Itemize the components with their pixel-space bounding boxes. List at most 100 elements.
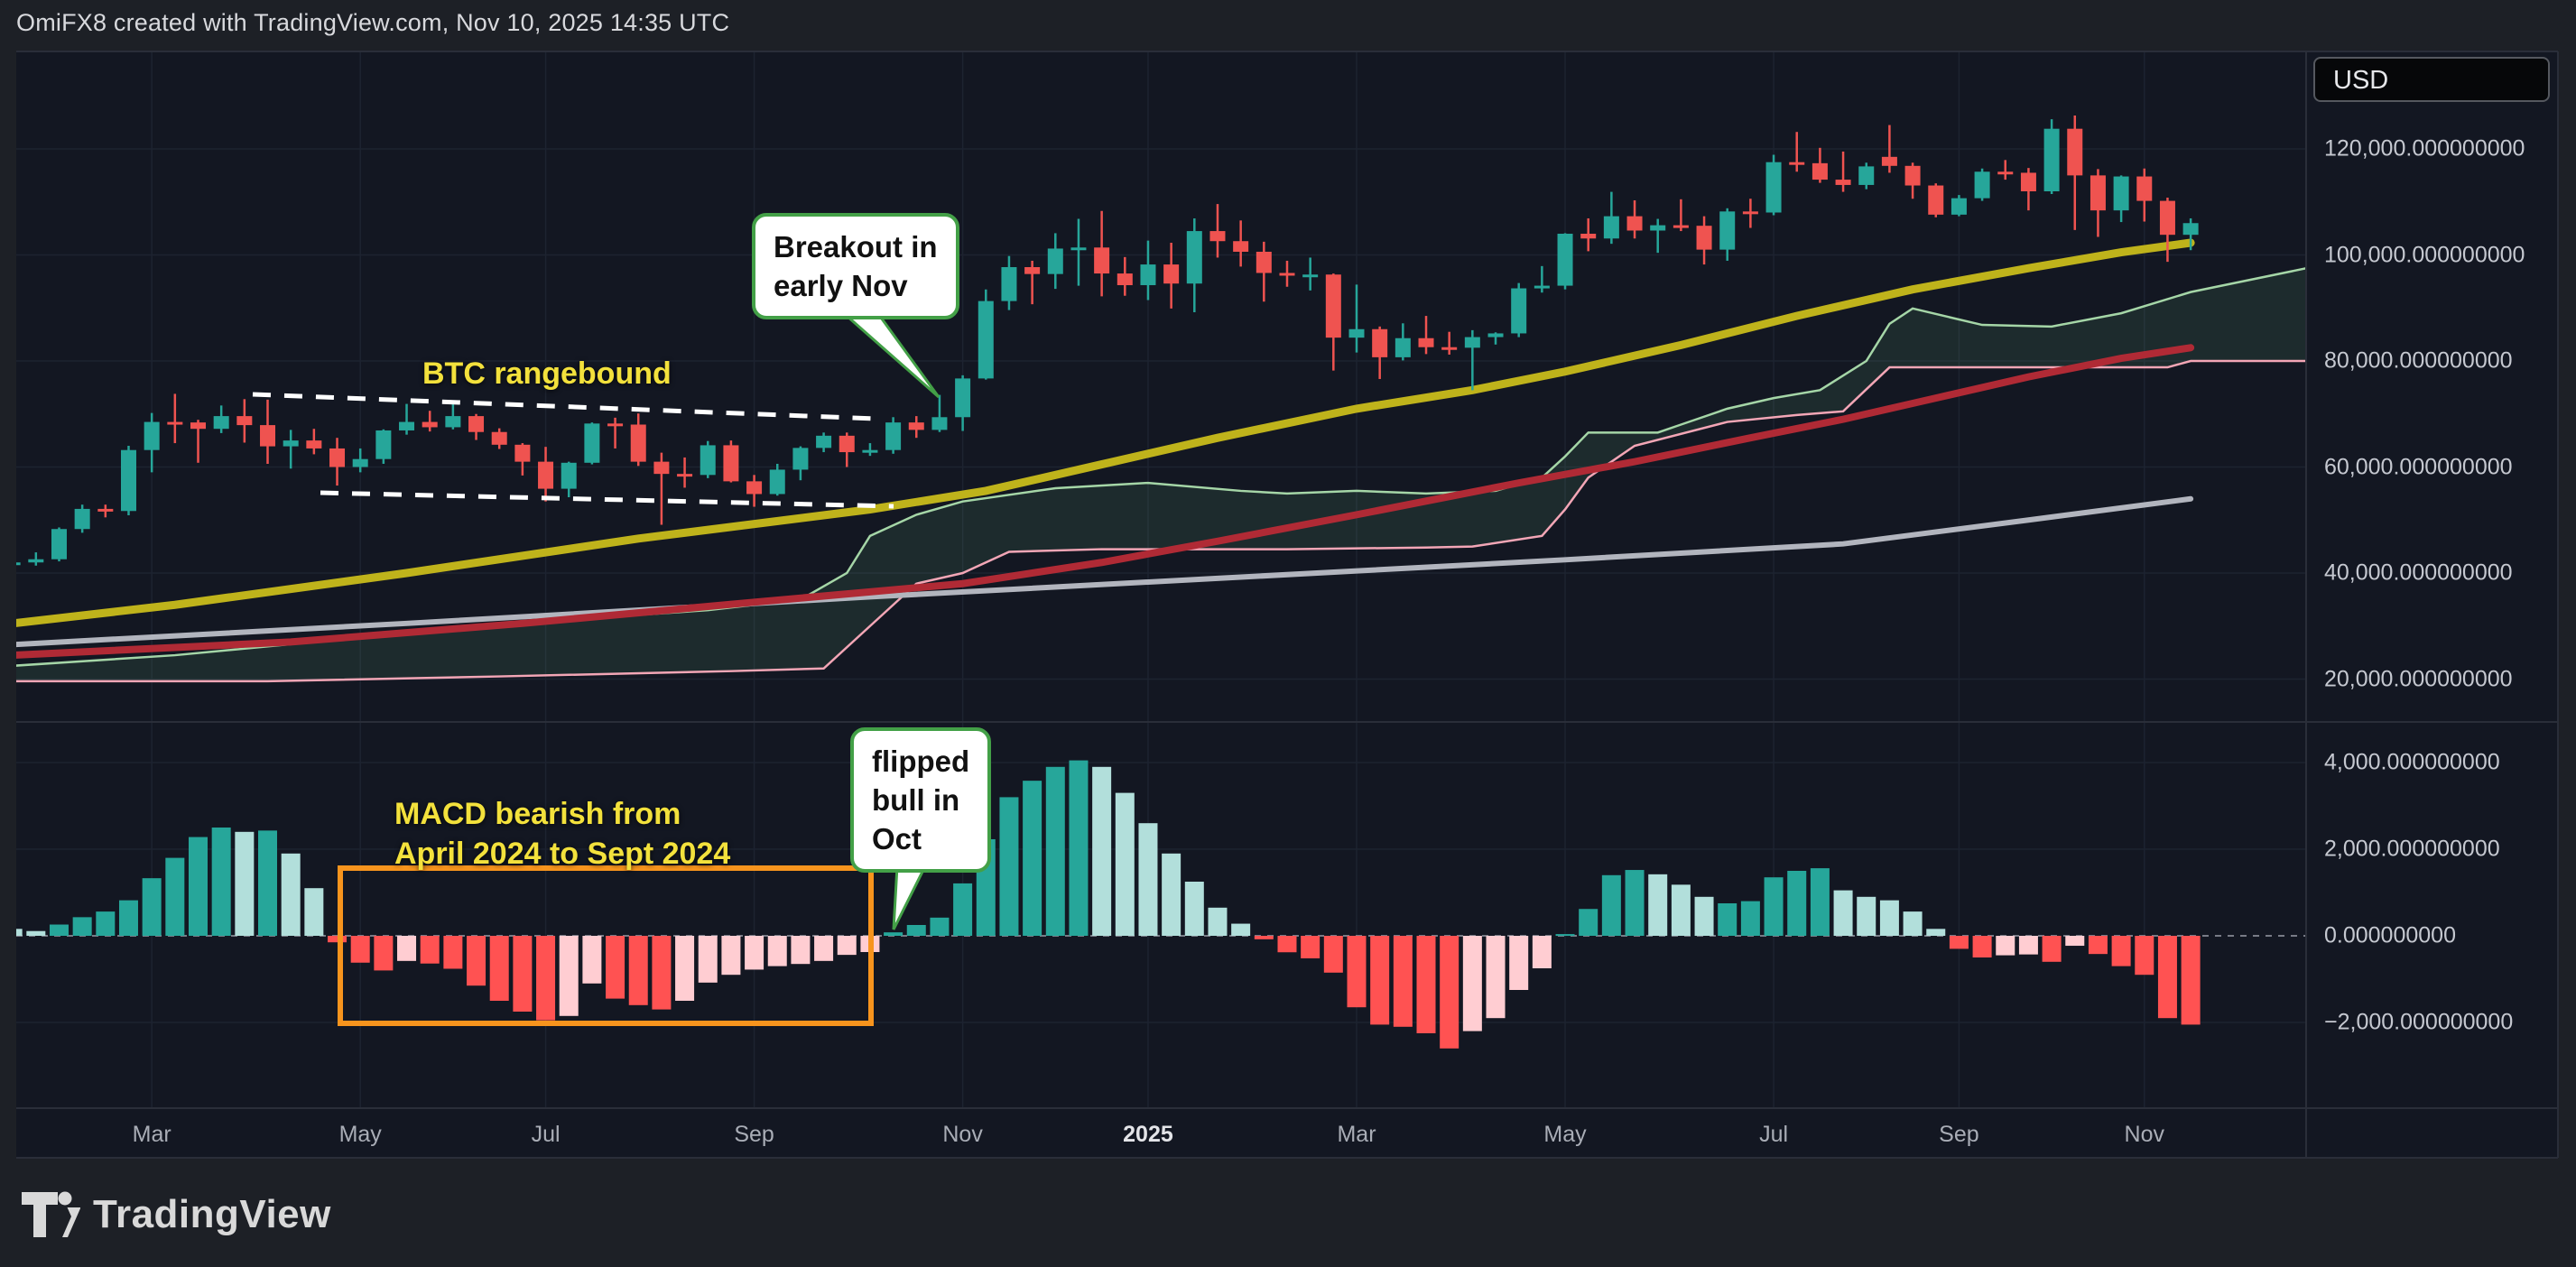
macd-bar bbox=[1601, 874, 1621, 936]
candle-body bbox=[1070, 247, 1087, 251]
candle-body bbox=[1302, 274, 1319, 278]
candle-body bbox=[306, 440, 322, 449]
candle-body bbox=[2182, 223, 2199, 236]
candle-body bbox=[792, 448, 809, 470]
time-axis-label: Mar bbox=[1337, 1122, 1376, 1147]
candle-body bbox=[1140, 264, 1156, 285]
macd-bar bbox=[791, 936, 811, 965]
macd-bar bbox=[1671, 884, 1691, 936]
candle-body bbox=[144, 421, 160, 450]
macd-bar bbox=[397, 936, 417, 961]
candle-body bbox=[236, 416, 253, 426]
macd-bar bbox=[420, 936, 440, 964]
price-axis-label: 60,000.000000000 bbox=[2324, 454, 2513, 479]
price-axis-label: 20,000.000000000 bbox=[2324, 666, 2513, 691]
candle-body bbox=[1094, 247, 1110, 274]
candle-body bbox=[1279, 273, 1295, 276]
time-axis-label: Sep bbox=[734, 1122, 774, 1147]
macd-axis-label: 2,000.000000000 bbox=[2324, 836, 2500, 862]
candle-body bbox=[1209, 231, 1226, 242]
time-axis-label: Jul bbox=[531, 1122, 561, 1147]
macd-bar bbox=[1416, 936, 1436, 1033]
macd-bar bbox=[1115, 792, 1135, 936]
candle-body bbox=[908, 422, 924, 430]
macd-bar bbox=[1810, 868, 1830, 936]
red-ma-line bbox=[16, 344, 2195, 659]
macd-bearish-annotation-text[interactable]: MACD bearish from April 2024 to Sept 202… bbox=[394, 797, 731, 871]
macd-bar bbox=[1023, 781, 1042, 936]
macd-bar bbox=[211, 828, 231, 936]
macd-bar bbox=[675, 936, 695, 1001]
macd-bar bbox=[1740, 901, 1760, 936]
candle-body bbox=[283, 440, 299, 447]
candle-body bbox=[120, 449, 136, 512]
flipped-bull-callout[interactable]: flipped bull in Oct bbox=[850, 727, 992, 873]
macd-bar bbox=[1208, 907, 1228, 936]
macd-bar bbox=[189, 837, 208, 936]
macd-bar bbox=[304, 888, 324, 936]
candle-body bbox=[491, 431, 507, 445]
candle-body bbox=[28, 559, 44, 563]
macd-bar bbox=[1996, 936, 2015, 956]
macd-bar bbox=[1162, 853, 1181, 936]
rangebound-annotation-text[interactable]: BTC rangebound bbox=[422, 356, 672, 391]
macd-bar bbox=[721, 936, 741, 976]
candle-body bbox=[1325, 274, 1341, 338]
time-axis-label: Mar bbox=[132, 1122, 171, 1147]
macd-bar bbox=[1231, 923, 1251, 936]
candle-body bbox=[1719, 211, 1736, 250]
candle-body bbox=[1047, 248, 1063, 274]
macd-bar bbox=[906, 925, 926, 936]
macd-bar bbox=[281, 853, 301, 936]
macd-bar bbox=[2135, 936, 2154, 976]
macd-bar bbox=[698, 936, 718, 983]
candle-body bbox=[1256, 251, 1272, 273]
candle-body bbox=[1001, 267, 1017, 301]
macd-bar bbox=[837, 936, 857, 956]
candlestick-series bbox=[16, 115, 2199, 566]
tradingview-logo-text: TradingView bbox=[93, 1192, 331, 1236]
macd-axis-label: −2,000.000000000 bbox=[2324, 1009, 2514, 1035]
candle-body bbox=[422, 421, 438, 428]
macd-bar bbox=[118, 900, 138, 936]
tradingview-logo[interactable]: TradingView bbox=[21, 1191, 331, 1238]
macd-bearish-highlight-box bbox=[338, 865, 874, 1026]
macd-bar bbox=[1625, 870, 1645, 936]
macd-histogram bbox=[16, 760, 2201, 1049]
macd-bar bbox=[443, 936, 463, 969]
macd-bar bbox=[1370, 936, 1390, 1025]
candle-body bbox=[16, 562, 21, 566]
candle-body bbox=[1580, 234, 1597, 239]
candle-body bbox=[97, 508, 114, 512]
candle-body bbox=[885, 422, 902, 450]
candle-body bbox=[1626, 216, 1643, 231]
candle-body bbox=[769, 469, 785, 495]
macd-bar bbox=[1347, 936, 1367, 1008]
candle-body bbox=[1997, 171, 2014, 175]
rangebound-dashed-line bbox=[320, 490, 894, 509]
macd-bar bbox=[2111, 936, 2131, 966]
macd-bar bbox=[142, 878, 162, 936]
candle-body bbox=[1904, 165, 1921, 186]
macd-bar bbox=[2181, 936, 2201, 1025]
macd-bar bbox=[2042, 936, 2062, 962]
candle-body bbox=[1534, 285, 1550, 289]
time-axis-label: May bbox=[338, 1122, 382, 1147]
macd-bar bbox=[1694, 896, 1714, 936]
candle-body bbox=[2043, 128, 2060, 191]
macd-bar bbox=[1926, 929, 1946, 936]
candle-body bbox=[677, 474, 693, 477]
macd-bar bbox=[930, 917, 950, 936]
price-axis-label: 100,000.000000000 bbox=[2324, 242, 2525, 267]
breakout-callout[interactable]: Breakout in early Nov bbox=[752, 213, 959, 319]
candle-body bbox=[1117, 273, 1133, 285]
macd-bar bbox=[467, 936, 486, 986]
macd-bar bbox=[606, 936, 625, 999]
time-axis-label: Nov bbox=[942, 1122, 983, 1147]
price-axis-label: 80,000.000000000 bbox=[2324, 347, 2513, 374]
currency-toggle-button[interactable]: USD bbox=[2313, 57, 2550, 102]
candle-body bbox=[1951, 198, 1967, 215]
macd-bar bbox=[2018, 936, 2038, 955]
candle-body bbox=[607, 423, 624, 427]
